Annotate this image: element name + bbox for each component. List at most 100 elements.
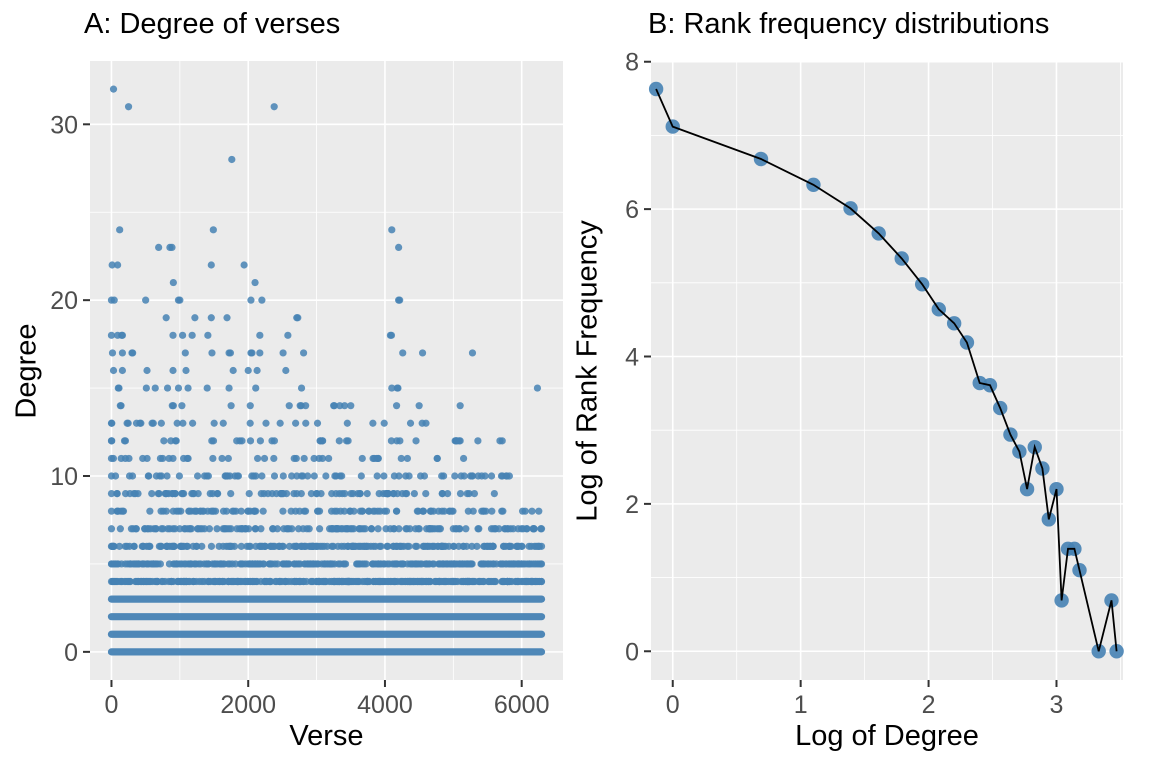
scatter-point xyxy=(178,402,186,410)
scatter-point xyxy=(188,331,196,339)
scatter-point xyxy=(209,226,217,234)
scatter-point xyxy=(226,349,235,357)
scatter-point xyxy=(108,261,116,269)
panel-a-y-axis-title: Degree xyxy=(10,323,43,419)
scatter-point xyxy=(284,331,292,339)
panel-a-x-axis-title: Verse xyxy=(289,720,364,752)
scatter-point xyxy=(142,296,150,304)
scatter-point xyxy=(270,103,278,111)
scatter-point xyxy=(258,296,266,304)
scatter-point xyxy=(207,314,215,322)
panel-a-title: A: Degree of verses xyxy=(84,8,341,40)
scatter-point xyxy=(108,349,117,357)
scatter-point xyxy=(456,402,464,410)
scatter-point xyxy=(118,366,127,375)
scatter-point xyxy=(182,366,190,375)
panel-b-y-tick-label: 6 xyxy=(625,196,639,224)
scatter-point xyxy=(114,261,122,269)
scatter-point xyxy=(110,296,118,304)
scatter-point xyxy=(282,366,290,375)
scatter-point xyxy=(169,402,177,410)
scatter-point xyxy=(252,384,260,392)
scatter-point xyxy=(207,261,215,269)
scatter-point xyxy=(142,384,150,392)
scatter-point xyxy=(203,384,211,392)
scatter-point xyxy=(395,243,403,252)
scatter-point xyxy=(392,402,401,410)
scatter-point xyxy=(178,331,187,339)
panel-b-y-tick-label: 2 xyxy=(625,491,639,519)
scatter-point xyxy=(533,384,542,392)
scatter-point xyxy=(223,314,231,322)
scatter-point xyxy=(109,366,118,375)
panel-b-y-tick-label: 8 xyxy=(625,49,639,77)
scatter-point xyxy=(396,296,404,304)
scatter-point xyxy=(279,349,287,357)
panel-b-title: B: Rank frequency distributions xyxy=(648,8,1050,40)
scatter-point xyxy=(468,349,477,357)
scatter-point xyxy=(256,331,264,339)
degree-band xyxy=(107,595,546,603)
scatter-point xyxy=(109,85,118,93)
panel-a-plot: 0 2000 4000 6000 0 10 20 30 xyxy=(50,61,563,719)
scatter-point xyxy=(162,314,170,322)
scatter-point xyxy=(227,402,235,410)
panel-b-y-tick-label: 4 xyxy=(625,343,639,371)
scatter-point xyxy=(151,384,159,392)
scatter-point xyxy=(415,402,423,410)
scatter-point xyxy=(208,349,216,357)
scatter-point xyxy=(229,366,237,375)
scatter-point xyxy=(418,349,427,357)
scatter-point xyxy=(169,366,177,375)
scatter-point xyxy=(169,331,177,339)
scatter-point xyxy=(181,349,189,357)
degree-band xyxy=(107,613,546,621)
panel-a-x-tick-label: 4000 xyxy=(357,691,413,719)
panel-b-x-tick-label: 3 xyxy=(1050,691,1064,719)
panel-a-y-tick-label: 0 xyxy=(64,639,78,667)
scatter-point xyxy=(174,384,183,392)
scatter-point xyxy=(294,314,302,322)
scatter-point xyxy=(118,331,127,339)
scatter-point xyxy=(297,384,306,392)
panel-b-x-tick-label: 1 xyxy=(794,691,808,719)
scatter-point xyxy=(124,103,133,111)
scatter-point xyxy=(204,331,212,339)
panel-b-y-axis-title: Log of Rank Frequency xyxy=(571,220,604,522)
panel-a-y-tick-label: 10 xyxy=(50,463,78,491)
panel-b-background xyxy=(651,61,1123,680)
scatter-point xyxy=(399,349,407,357)
frequency-line xyxy=(655,88,1118,652)
scatter-point xyxy=(116,226,124,234)
scatter-point xyxy=(107,331,116,339)
scatter-point xyxy=(143,366,151,375)
scatter-point xyxy=(330,402,338,410)
panel-a-background xyxy=(90,61,563,680)
scatter-point xyxy=(169,278,177,287)
scatter-point xyxy=(248,349,256,357)
scatter-point xyxy=(387,331,396,339)
panel-b-x-tick-label: 0 xyxy=(666,691,680,719)
panel-b-x-tick-label: 2 xyxy=(922,691,936,719)
panel-a-y-tick-label: 30 xyxy=(50,111,78,139)
scatter-point xyxy=(225,384,233,392)
scatter-point xyxy=(228,155,236,164)
scatter-point xyxy=(184,384,192,392)
panel-a-y-tick-label: 20 xyxy=(50,287,78,315)
scatter-point xyxy=(117,402,125,410)
scatter-point xyxy=(115,384,123,392)
panel-a-x-tick-label: 0 xyxy=(105,691,119,719)
panel-a-x-tick-label: 2000 xyxy=(220,691,276,719)
scatter-point xyxy=(244,366,252,375)
scatter-point xyxy=(394,384,402,392)
scatter-point xyxy=(251,278,259,287)
scatter-point xyxy=(256,349,264,357)
scatter-point xyxy=(253,366,261,375)
scatter-point xyxy=(163,384,172,392)
panel-b-x-axis-title: Log of Degree xyxy=(795,720,979,752)
scatter-point xyxy=(388,226,396,234)
scatter-point xyxy=(299,349,308,357)
scatter-point xyxy=(347,402,355,410)
